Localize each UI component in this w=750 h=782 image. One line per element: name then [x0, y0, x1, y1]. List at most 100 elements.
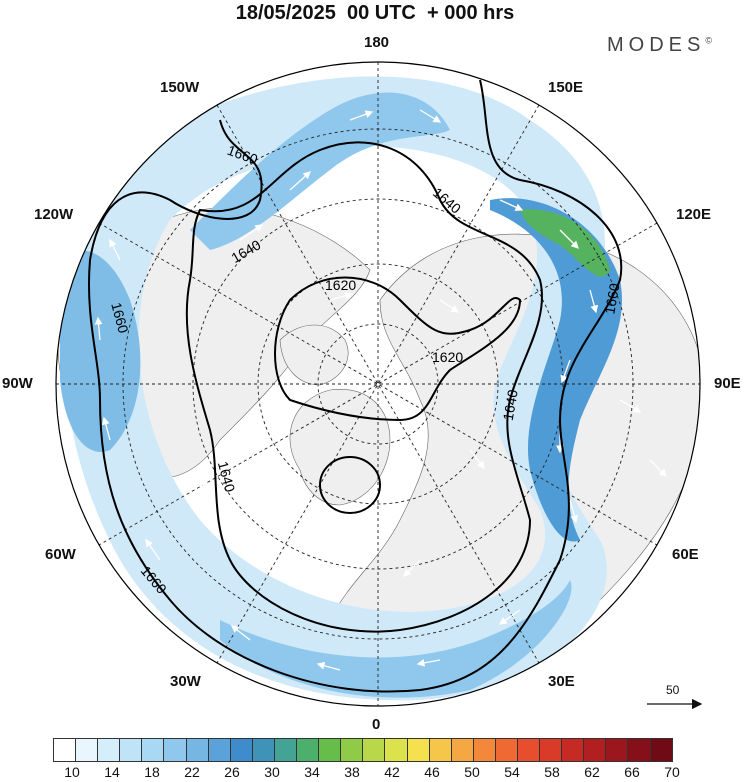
wind-arrow	[559, 229, 579, 249]
colorbar-label: 22	[184, 764, 200, 780]
meridian-120e-60w	[98, 222, 658, 546]
wind-arrow	[94, 316, 103, 341]
colorbar-cell	[185, 738, 209, 762]
colorbar-cell	[251, 738, 275, 762]
colorbar-cell	[318, 738, 342, 762]
colorbar-cell	[163, 738, 187, 762]
wind-arrow	[439, 299, 460, 313]
chart-title: 18/05/2025 00 UTC + 000 hrs	[235, 2, 515, 24]
colorbar-label: 70	[664, 764, 680, 780]
colorbar-cell	[494, 738, 518, 762]
map-disk: 1660 1620 1620 1640 1640 1640 1640 1660 …	[56, 62, 700, 706]
colorbar-cell	[362, 738, 386, 762]
colorbar-label: 66	[624, 764, 640, 780]
colorbar-label: 14	[104, 764, 120, 780]
wind-arrow	[498, 609, 521, 625]
contour-label: 1660	[108, 301, 132, 335]
contour-label: 1640	[500, 388, 521, 422]
wind-arrow	[416, 659, 441, 667]
lon-label-0: 0	[372, 716, 381, 733]
colorbar-cell	[516, 738, 541, 762]
wind-arrow	[316, 661, 341, 671]
colorbar-cell	[627, 738, 651, 762]
colorbar-cell	[141, 738, 165, 762]
colorbar-label: 10	[64, 764, 80, 780]
jet-band-mid-north	[190, 92, 450, 250]
colorbar-cell	[649, 738, 673, 762]
colorbar-cell	[229, 738, 253, 762]
modes-logo: MODES©	[607, 34, 712, 57]
colorbar-label: 50	[464, 764, 480, 780]
colorbar-cell	[97, 738, 121, 762]
wind-arrow	[560, 359, 571, 384]
colorbar-label: 46	[424, 764, 440, 780]
contour-label: 1620	[432, 349, 463, 365]
wind-arrow	[419, 109, 442, 123]
wind-arrow	[619, 399, 642, 413]
contour-1640	[185, 141, 543, 633]
lon-label-30w: 30W	[170, 673, 201, 690]
wind-arrow	[239, 224, 264, 241]
wind-arrow	[349, 110, 374, 121]
meridian-150e-30w	[216, 104, 540, 664]
wind-arrow	[230, 625, 251, 641]
brand-copyright: ©	[705, 35, 712, 46]
lon-label-120w: 120W	[34, 206, 74, 223]
brand-name: MODES	[607, 34, 706, 56]
colorbar-cell	[472, 738, 496, 762]
lat-circle-80	[317, 323, 439, 445]
wind-arrow	[289, 171, 311, 191]
reference-vector-arrow	[647, 698, 703, 710]
colorbar	[53, 738, 673, 762]
contour-label: 1640	[215, 460, 239, 494]
colorbar-cell	[428, 738, 452, 762]
jet-band-outer	[65, 76, 607, 701]
colorbar-cell	[406, 738, 430, 762]
meridian-120w-60e	[98, 222, 658, 546]
colorbar-cell	[605, 738, 629, 762]
colorbar-label: 30	[264, 764, 280, 780]
lon-label-30e: 30E	[548, 673, 575, 690]
reference-vector-label: 50	[666, 683, 680, 697]
lon-label-60w: 60W	[45, 546, 76, 563]
wind-arrow	[101, 416, 111, 441]
contour-1620	[274, 276, 522, 422]
wind-arrow	[649, 459, 667, 477]
lon-label-180: 180	[364, 34, 390, 51]
lon-label-60e: 60E	[672, 546, 699, 563]
map-boundary	[55, 61, 701, 707]
lon-label-90e: 90E	[714, 375, 741, 392]
colorbar-cell	[119, 738, 143, 762]
colorbar-label: 62	[584, 764, 600, 780]
jet-core-east	[490, 198, 622, 542]
colorbar-cell	[561, 738, 585, 762]
jet-band-mid-west	[60, 250, 141, 452]
wind-arrow	[145, 538, 161, 561]
contour-1660-outer	[88, 79, 623, 693]
contour-label: 1660	[601, 282, 622, 316]
wind-arrow	[499, 199, 524, 211]
colorbar-cell	[207, 738, 231, 762]
colorbar-cell	[384, 738, 408, 762]
colorbar-label: 38	[344, 764, 360, 780]
colorbar-cell	[340, 738, 364, 762]
colorbar-cell	[450, 738, 474, 762]
wind-arrow	[469, 449, 485, 470]
wind-speed-shading	[60, 76, 622, 701]
colorbar-labels: 10 14 18 22 26 30 34 38 42 46 50 54 58 62 66 70	[0, 764, 750, 782]
jet-max-green	[520, 209, 610, 277]
colorbar-label: 34	[304, 764, 320, 780]
wind-arrow	[569, 499, 579, 524]
wind-arrow	[589, 289, 599, 314]
wind-vectors	[94, 109, 667, 671]
wind-arrow	[329, 291, 354, 301]
colorbar-cell	[75, 738, 99, 762]
lat-circle-70	[257, 263, 499, 505]
height-contours	[88, 79, 623, 693]
wind-arrow	[109, 238, 121, 261]
colorbar-cell	[273, 738, 298, 762]
colorbar-cell	[296, 738, 320, 762]
graticule	[56, 62, 700, 706]
wind-arrow	[202, 478, 211, 501]
